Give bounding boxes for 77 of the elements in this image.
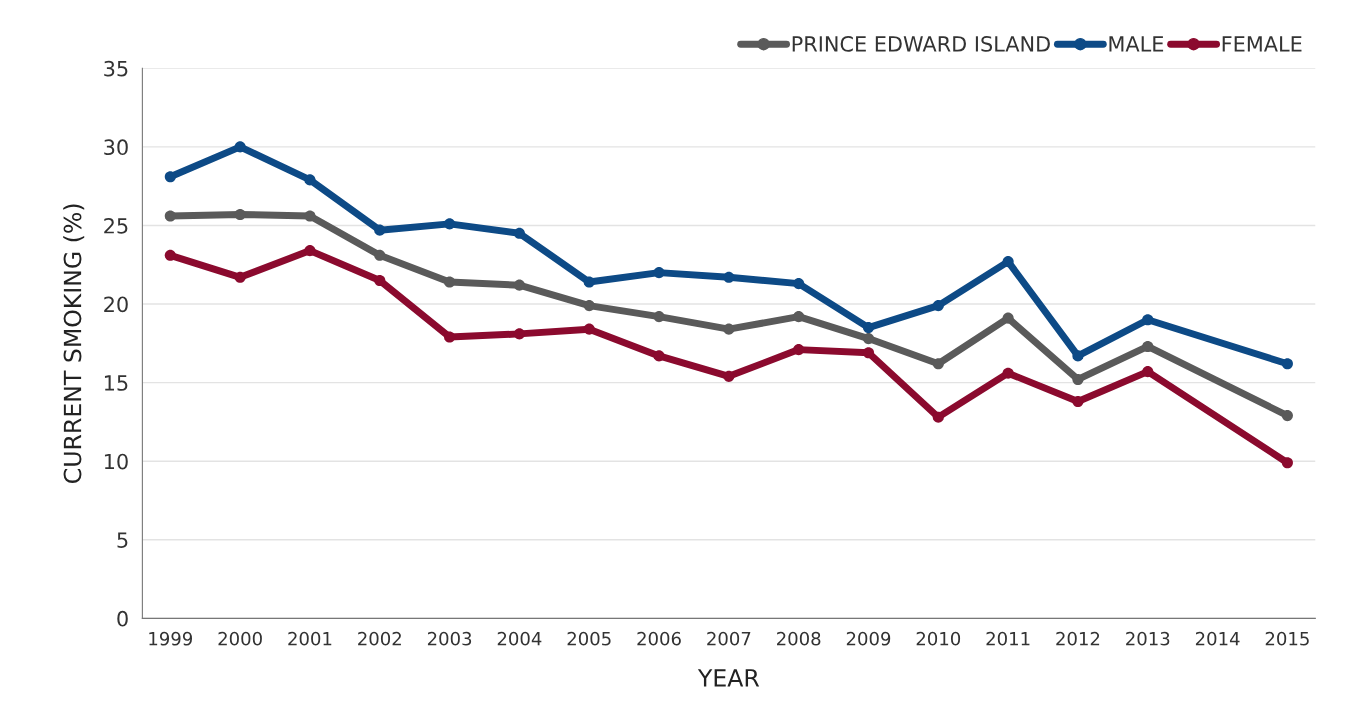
x-tick-label: 2008 xyxy=(777,631,821,646)
point xyxy=(1072,395,1084,408)
x-tick-label: 2000 xyxy=(218,631,262,646)
point xyxy=(374,274,386,287)
x-tick-label: 2006 xyxy=(637,631,681,646)
point xyxy=(583,300,595,312)
point xyxy=(1072,373,1084,386)
point xyxy=(583,323,595,335)
point xyxy=(932,358,944,370)
x-tick-label: 2015 xyxy=(1265,631,1309,646)
x-axis-title: YEAR xyxy=(697,669,760,687)
x-tick-label: 2009 xyxy=(846,631,891,646)
point xyxy=(932,300,944,312)
point xyxy=(234,141,246,153)
point xyxy=(513,279,525,291)
x-tick-label: 2004 xyxy=(497,631,542,646)
point xyxy=(164,210,176,222)
point xyxy=(304,245,316,257)
point xyxy=(444,276,456,288)
point xyxy=(444,331,456,343)
point xyxy=(1281,410,1293,422)
x-tick-label: 2007 xyxy=(707,631,751,646)
x-tick-label: 2014 xyxy=(1195,631,1240,646)
point xyxy=(723,370,735,382)
y-tick-label: 20 xyxy=(104,296,128,313)
point xyxy=(444,218,456,230)
y-tick-label: 30 xyxy=(104,139,128,156)
x-tick-label: 2011 xyxy=(986,631,1030,646)
point xyxy=(234,271,246,283)
point xyxy=(1002,312,1014,324)
point xyxy=(862,333,875,345)
point xyxy=(583,276,595,288)
point xyxy=(304,210,316,222)
y-axis-title: CURRENT SMOKING (%) xyxy=(63,204,85,483)
y-tick-label: 35 xyxy=(104,60,128,77)
point xyxy=(304,174,316,186)
x-tick-label: 2012 xyxy=(1056,631,1100,646)
x-tick-label: 2013 xyxy=(1126,631,1170,646)
y-tick-label: 10 xyxy=(104,453,128,470)
point xyxy=(1002,367,1014,379)
point xyxy=(164,171,176,183)
y-tick-label: 25 xyxy=(104,217,128,234)
point xyxy=(1072,350,1084,362)
point xyxy=(1002,256,1014,268)
point xyxy=(1281,457,1293,469)
point xyxy=(862,322,875,334)
point xyxy=(234,208,246,221)
point xyxy=(1142,366,1154,378)
point xyxy=(513,227,525,239)
point xyxy=(1142,314,1154,326)
x-tick-label: 1999 xyxy=(149,631,193,646)
point xyxy=(793,344,805,356)
point xyxy=(653,267,665,279)
legend-label: MALE xyxy=(1109,36,1164,52)
x-tick-label: 2003 xyxy=(427,631,472,646)
point xyxy=(793,311,805,323)
point xyxy=(653,311,665,323)
point xyxy=(793,278,805,290)
x-tick-label: 2002 xyxy=(358,631,401,646)
point xyxy=(374,224,386,236)
y-tick-label: 0 xyxy=(117,610,128,627)
point xyxy=(653,350,665,362)
point xyxy=(374,249,386,261)
x-tick-label: 2010 xyxy=(916,631,961,646)
point xyxy=(723,271,735,283)
point xyxy=(932,411,944,423)
y-tick-label: 15 xyxy=(104,375,128,391)
point xyxy=(513,328,525,340)
x-tick-label: 2001 xyxy=(288,631,332,646)
legend-label: PRINCE EDWARD ISLAND xyxy=(792,36,1050,52)
point xyxy=(723,323,735,335)
point xyxy=(1142,340,1154,353)
point xyxy=(1281,358,1293,370)
y-tick-label: 5 xyxy=(117,532,128,548)
point xyxy=(164,249,176,261)
legend-label: FEMALE xyxy=(1222,36,1302,52)
x-tick-label: 2005 xyxy=(567,631,611,646)
